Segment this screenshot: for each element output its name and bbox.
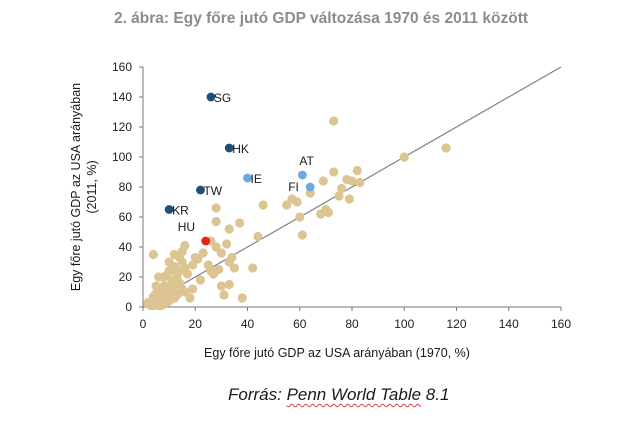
y-tick-label: 120: [112, 120, 132, 134]
x-tick-label: 160: [551, 317, 571, 331]
y-tick-label: 140: [112, 90, 132, 104]
x-tick-label: 20: [189, 317, 203, 331]
scatter-point-hu: [201, 236, 211, 246]
scatter-point: [148, 249, 159, 260]
point-label-hu: HU: [178, 220, 195, 234]
y-axis-label-line2: (2011, %): [85, 160, 99, 213]
point-label-sg: SG: [214, 91, 231, 105]
scatter-point: [318, 176, 328, 186]
scatter-point: [195, 275, 206, 285]
scatter-point-kr: [164, 205, 174, 214]
point-label-ie: IE: [251, 172, 262, 186]
scatter-point: [355, 177, 365, 188]
point-label-fi: FI: [288, 180, 299, 194]
scatter-point: [352, 165, 362, 176]
point-label-at: AT: [299, 154, 314, 168]
y-tick-label: 80: [119, 180, 133, 194]
scatter-point: [180, 287, 190, 297]
source-version: 8.1: [421, 385, 450, 404]
scatter-point: [287, 194, 297, 204]
y-tick-label: 60: [119, 210, 133, 224]
scatter-point: [143, 299, 153, 309]
chart-title: 2. ábra: Egy főre jutó GDP változása 197…: [113, 10, 529, 27]
scatter-point: [151, 281, 161, 291]
scatter-point: [224, 224, 234, 234]
x-tick-label: 140: [499, 317, 519, 331]
source-name: Penn World Table: [286, 385, 422, 404]
scatter-point-fi: [305, 182, 315, 192]
scatter-point: [334, 191, 344, 201]
scatter-point: [248, 263, 258, 273]
scatter-point: [151, 297, 161, 308]
scatter-point: [172, 290, 182, 300]
scatter-point: [206, 266, 216, 276]
scatter-point: [297, 230, 307, 240]
scatter-point: [216, 248, 226, 258]
scatter-point: [258, 200, 268, 210]
point-label-kr: KR: [172, 204, 189, 218]
scatter-point: [441, 143, 451, 153]
scatter-point-ie: [243, 173, 252, 183]
scatter-point: [164, 257, 174, 267]
scatter-point: [237, 293, 247, 303]
scatter-point-hk: [224, 143, 234, 153]
scatter-point: [224, 257, 234, 267]
x-tick-label: 60: [293, 317, 307, 331]
scatter-point: [282, 200, 292, 210]
scatter-point: [229, 263, 240, 273]
scatter-point: [253, 231, 263, 242]
scatter-point: [235, 218, 245, 228]
x-axis-label: Egy főre jutó GDP az USA arányában (1970…: [204, 346, 470, 360]
source-prefix: Forrás:: [228, 385, 287, 404]
y-tick-label: 20: [119, 270, 133, 284]
scatter-point: [159, 299, 169, 309]
scatter-point: [154, 272, 164, 282]
scatter-point: [342, 174, 352, 185]
scatter-point-tw: [196, 185, 205, 195]
source-note: Forrás: Penn World Table 8.1: [228, 385, 449, 405]
scatter-point: [198, 248, 208, 258]
scatter-point: [295, 212, 305, 222]
scatter-point: [164, 266, 174, 276]
scatter-point: [219, 290, 229, 300]
scatter-point: [222, 239, 232, 249]
scatter-point: [329, 116, 339, 126]
scatter-point: [169, 249, 179, 260]
scatter-point: [399, 152, 409, 162]
scatter-point: [211, 216, 221, 227]
scatter-point: [316, 209, 326, 219]
y-axis-label-line1: Egy főre jutó GDP az USA arányában: [69, 83, 83, 291]
point-label-tw: TW: [203, 184, 222, 198]
scatter-point: [344, 194, 354, 204]
y-tick-label: 0: [125, 300, 132, 314]
x-tick-label: 100: [394, 317, 414, 331]
scatter-point: [211, 242, 221, 252]
x-tick-label: 40: [241, 317, 255, 331]
scatter-point: [211, 203, 221, 213]
scatter-point: [336, 183, 347, 194]
scatter-point: [216, 281, 226, 291]
x-tick-label: 80: [345, 317, 359, 331]
scatter-point: [159, 281, 169, 291]
scatter-point: [188, 284, 198, 294]
y-tick-label: 160: [112, 60, 132, 74]
y-tick-label: 40: [119, 240, 133, 254]
point-label-hk: HK: [232, 142, 249, 156]
scatter-point: [185, 293, 195, 303]
scatter-point: [214, 264, 224, 275]
scatter-point-at: [297, 170, 307, 180]
scatter-point: [329, 167, 339, 177]
scatter-point: [323, 207, 334, 218]
scatter-point: [188, 260, 198, 270]
scatter-point: [190, 252, 200, 263]
y-tick-label: 100: [112, 150, 132, 164]
x-tick-label: 0: [140, 317, 147, 331]
x-tick-label: 120: [446, 317, 466, 331]
scatter-point: [224, 279, 234, 290]
scatter-point-sg: [206, 92, 216, 102]
